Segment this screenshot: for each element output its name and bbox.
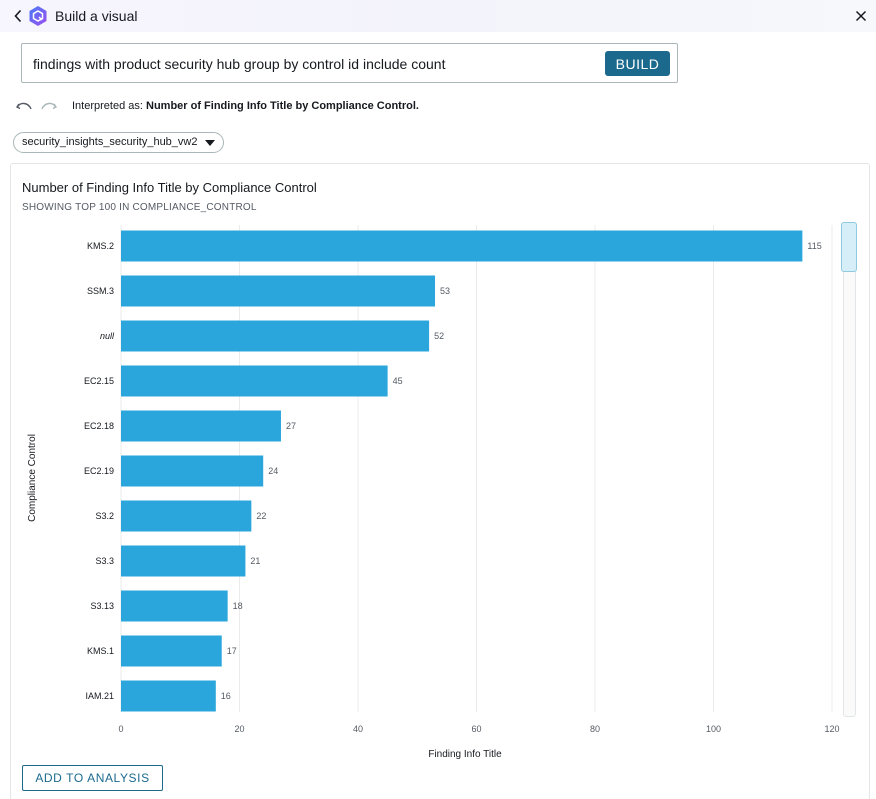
- dataset-selected: security_insights_security_hub_vw2: [22, 136, 198, 148]
- caret-down-icon: [205, 140, 215, 146]
- chart-subtitle: SHOWING TOP 100 IN COMPLIANCE_CONTROL: [22, 202, 257, 213]
- bar[interactable]: [121, 230, 803, 262]
- title-bar: Build a visual: [0, 0, 876, 32]
- back-button[interactable]: [10, 7, 26, 25]
- query-box: BUILD: [21, 43, 678, 83]
- bar[interactable]: [121, 635, 222, 667]
- category-label: S3.2: [95, 511, 114, 521]
- value-labels: 115 53 52 45 27 24 22 21 18 17 16: [221, 241, 822, 701]
- bar[interactable]: [121, 365, 388, 397]
- value-label: 52: [434, 331, 444, 341]
- bar[interactable]: [121, 500, 252, 532]
- category-label: IAM.21: [85, 691, 114, 701]
- bar[interactable]: [121, 320, 430, 352]
- value-label: 21: [250, 556, 260, 566]
- bar[interactable]: [121, 590, 228, 622]
- chart-scrollbar-thumb[interactable]: [841, 222, 857, 272]
- y-axis-label: Compliance Control: [27, 434, 38, 522]
- build-button[interactable]: BUILD: [605, 51, 670, 76]
- value-label: 115: [807, 241, 821, 251]
- value-label: 18: [233, 601, 243, 611]
- undo-icon[interactable]: [15, 99, 33, 115]
- bar[interactable]: [121, 410, 281, 442]
- x-axis-label: Finding Info Title: [428, 749, 502, 760]
- close-button[interactable]: [852, 7, 870, 25]
- interpretation-value: Number of Finding Info Title by Complian…: [146, 100, 419, 112]
- value-label: 53: [440, 286, 450, 296]
- category-label: S3.3: [95, 556, 114, 566]
- chart-title: Number of Finding Info Title by Complian…: [22, 180, 317, 195]
- chart-scrollbar[interactable]: [843, 222, 856, 717]
- x-tick-label: 20: [234, 724, 244, 734]
- x-tick-label: 60: [471, 724, 481, 734]
- window-title: Build a visual: [55, 8, 138, 24]
- quicksight-q-logo-icon: [29, 6, 47, 26]
- value-label: 16: [221, 691, 231, 701]
- x-tick-label: 40: [353, 724, 363, 734]
- add-to-analysis-button[interactable]: ADD TO ANALYSIS: [22, 765, 163, 791]
- category-label: KMS.2: [87, 241, 114, 251]
- x-tick-label: 120: [824, 724, 839, 734]
- category-label: EC2.19: [84, 466, 114, 476]
- value-label: 45: [393, 376, 403, 386]
- bar[interactable]: [121, 680, 216, 712]
- chart-bars: [121, 230, 803, 712]
- category-label: KMS.1: [87, 646, 114, 656]
- value-label: 27: [286, 421, 296, 431]
- x-tick-label: 80: [590, 724, 600, 734]
- close-icon: [855, 10, 867, 22]
- bar[interactable]: [121, 455, 264, 487]
- bar[interactable]: [121, 545, 246, 577]
- category-label: EC2.15: [84, 376, 114, 386]
- category-label: S3.13: [90, 601, 114, 611]
- interpretation-prefix: Interpreted as:: [72, 100, 143, 112]
- chevron-left-icon: [14, 9, 22, 23]
- category-label: SSM.3: [87, 286, 114, 296]
- redo-icon[interactable]: [40, 99, 58, 115]
- category-label: null: [100, 331, 115, 341]
- interpretation-text: Interpreted as: Number of Finding Info T…: [72, 100, 419, 112]
- value-label: 24: [268, 466, 278, 476]
- category-labels: KMS.2 SSM.3 null EC2.15 EC2.18 EC2.19 S3.2 S3.3…: [84, 241, 115, 701]
- value-label: 17: [227, 646, 237, 656]
- x-tick-labels: 0 20 40 60 80 100 120: [118, 724, 839, 734]
- category-label: EC2.18: [84, 421, 114, 431]
- query-input[interactable]: [33, 54, 603, 74]
- x-tick-label: 100: [706, 724, 721, 734]
- x-tick-label: 0: [118, 724, 123, 734]
- dataset-dropdown[interactable]: security_insights_security_hub_vw2: [13, 132, 224, 153]
- value-label: 22: [256, 511, 266, 521]
- bar[interactable]: [121, 275, 436, 307]
